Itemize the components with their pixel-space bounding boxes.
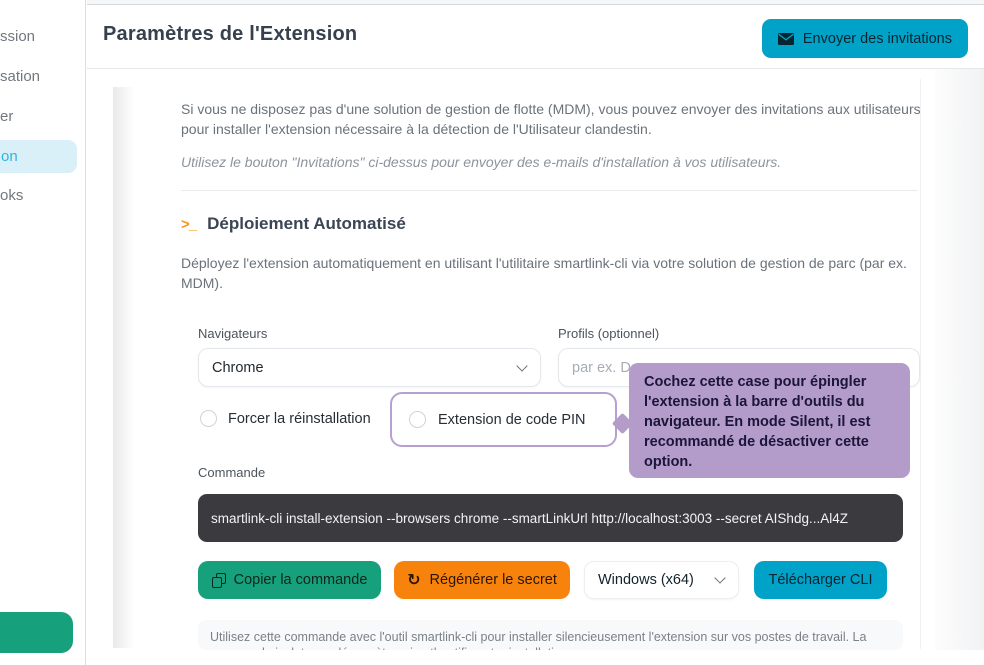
envelope-icon <box>777 32 794 45</box>
copy-command-button[interactable]: Copier la commande <box>198 561 381 599</box>
sidebar-item-extension-active[interactable]: on <box>0 140 77 173</box>
page-title: Paramètres de l'Extension <box>103 23 358 45</box>
section-description: Déployez l'extension automatiquement en … <box>181 255 907 291</box>
floating-action-button[interactable] <box>0 612 73 653</box>
platform-select[interactable]: Windows (x64) <box>584 561 739 599</box>
page-background-strip <box>935 69 984 650</box>
section-deployment-header: >_ Déploiement Automatisé <box>181 214 406 234</box>
sidebar-item-label: er <box>0 108 14 125</box>
sidebar-item-oks[interactable]: oks <box>0 184 23 208</box>
terminal-icon: >_ <box>181 215 197 233</box>
sidebar: ssion sation er on oks <box>0 0 86 665</box>
sidebar-item-ssion[interactable]: ssion <box>0 25 35 49</box>
content-panel: Si vous ne disposez pas d'une solution d… <box>87 69 984 665</box>
download-button-label: Télécharger CLI <box>768 572 873 588</box>
chevron-down-icon <box>714 572 726 584</box>
sidebar-item-sation[interactable]: sation <box>0 65 40 89</box>
profiles-label: Profils (optionnel) <box>558 326 660 341</box>
send-invitations-button[interactable]: Envoyer des invitations <box>761 19 968 58</box>
browsers-select-value: Chrome <box>212 359 264 376</box>
pin-checkbox[interactable] <box>409 411 426 428</box>
platform-select-value: Windows (x64) <box>598 572 694 588</box>
sidebar-item-label: on <box>1 148 18 165</box>
divider <box>181 190 918 191</box>
command-text: smartlink-cli install-extension --browse… <box>211 510 848 526</box>
refresh-icon <box>407 570 420 590</box>
force-reinstall-checkbox[interactable] <box>200 410 217 427</box>
command-label: Commande <box>198 465 266 480</box>
command-footnote: Utilisez cette commande avec l'outil sma… <box>198 620 903 650</box>
intro-text: Si vous ne disposez pas d'une solution d… <box>181 101 921 137</box>
force-reinstall-label: Forcer la réinstallation <box>228 410 371 427</box>
copy-button-label: Copier la commande <box>233 572 368 588</box>
command-code-block: smartlink-cli install-extension --browse… <box>198 494 903 542</box>
tooltip: Cochez cette case pour épingler l'extens… <box>629 363 910 478</box>
footnote-text: Utilisez cette commande avec l'outil sma… <box>210 630 867 650</box>
pin-option-highlight-box: Extension de code PIN <box>390 392 617 447</box>
chevron-down-icon <box>516 359 528 372</box>
browsers-label: Navigateurs <box>198 326 268 341</box>
panel-left-shadow <box>113 87 135 648</box>
top-strip <box>87 0 984 5</box>
section-title: Déploiement Automatisé <box>207 214 406 233</box>
browsers-select[interactable]: Chrome <box>198 348 541 387</box>
page-header: Paramètres de l'Extension Envoyer des in… <box>87 6 984 69</box>
pin-label: Extension de code PIN <box>438 411 586 428</box>
force-reinstall-option: Forcer la réinstallation <box>200 410 371 427</box>
invite-button-label: Envoyer des invitations <box>802 30 952 47</box>
copy-icon <box>211 572 226 588</box>
tooltip-text: Cochez cette case pour épingler l'extens… <box>644 374 871 470</box>
panel-right-edge <box>920 79 921 649</box>
sidebar-item-label: sation <box>0 68 41 85</box>
intro-note: Utilisez le bouton "Invitations" ci-dess… <box>181 154 782 170</box>
sidebar-item-er[interactable]: er <box>0 105 13 129</box>
download-cli-button[interactable]: Télécharger CLI <box>754 561 887 599</box>
regenerate-button-label: Régénérer le secret <box>429 572 557 588</box>
sidebar-item-label: ssion <box>0 28 36 45</box>
sidebar-item-label: oks <box>0 187 24 204</box>
regenerate-secret-button[interactable]: Régénérer le secret <box>394 561 570 599</box>
